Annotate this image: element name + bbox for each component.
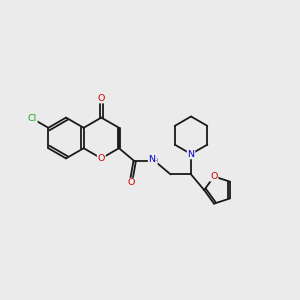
Text: O: O <box>98 94 105 103</box>
Text: H: H <box>152 158 158 164</box>
Text: N: N <box>188 149 195 158</box>
Text: O: O <box>98 154 105 163</box>
Text: Cl: Cl <box>28 114 37 123</box>
Text: O: O <box>210 172 218 181</box>
Text: O: O <box>128 178 135 188</box>
Text: N: N <box>148 155 155 164</box>
